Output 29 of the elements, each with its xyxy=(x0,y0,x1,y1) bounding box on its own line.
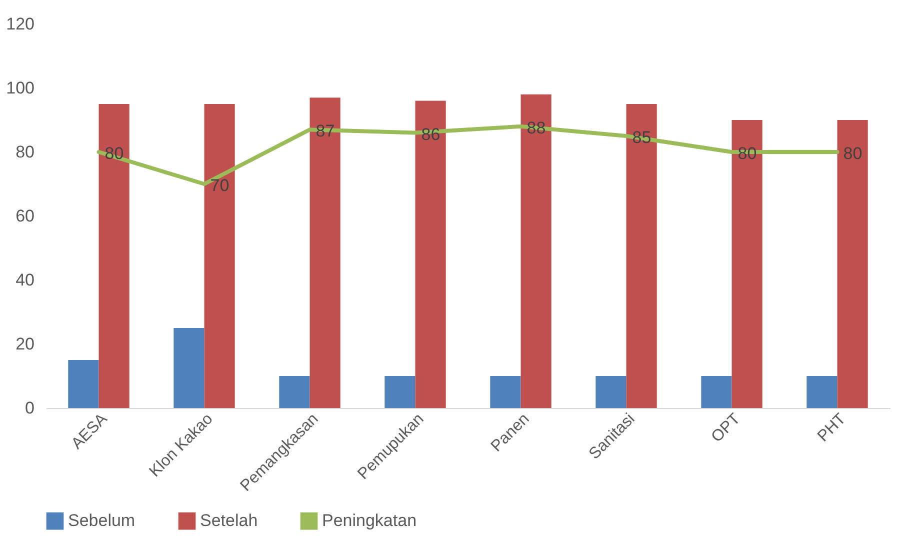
y-tick-label: 20 xyxy=(16,334,34,354)
y-tick-label: 120 xyxy=(6,14,34,34)
y-tick-label: 40 xyxy=(16,270,34,290)
legend-label: Peningkatan xyxy=(322,511,417,530)
bar xyxy=(837,120,868,408)
y-tick-label: 0 xyxy=(25,398,34,418)
bar xyxy=(626,104,657,408)
bar xyxy=(279,376,310,408)
legend-label: Sebelum xyxy=(68,511,136,530)
y-tick-label: 100 xyxy=(6,78,34,98)
bar xyxy=(732,120,762,408)
bar xyxy=(806,376,838,408)
bar xyxy=(701,376,732,408)
bar xyxy=(596,376,626,408)
bar xyxy=(415,100,446,408)
bar xyxy=(174,328,204,408)
data-label: 88 xyxy=(526,118,546,138)
bar xyxy=(68,360,99,408)
y-tick-label: 60 xyxy=(16,206,34,226)
bar xyxy=(310,98,340,408)
bar xyxy=(204,104,235,408)
legend-label: Setelah xyxy=(200,511,258,530)
data-label: 70 xyxy=(210,176,230,195)
bar xyxy=(490,376,521,408)
bar xyxy=(520,94,552,408)
data-label: 80 xyxy=(843,144,862,163)
y-tick-label: 80 xyxy=(16,142,34,162)
bar xyxy=(384,376,416,408)
bar xyxy=(98,104,130,408)
